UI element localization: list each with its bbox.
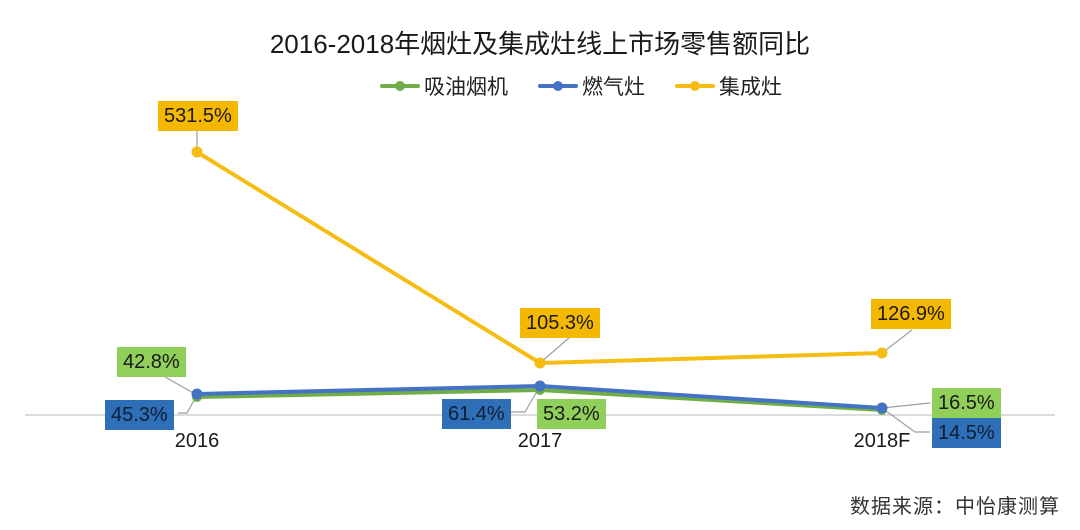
data-label: 126.9%	[871, 299, 951, 329]
legend-label: 吸油烟机	[424, 76, 508, 99]
x-tick-label: 2017	[517, 430, 563, 452]
line-marker-icon	[380, 81, 420, 91]
source-note: 数据来源：中怡康测算	[850, 496, 1060, 518]
legend-label: 燃气灶	[582, 76, 645, 99]
legend-item-gas-stove: 燃气灶	[538, 71, 645, 101]
data-label: 16.5%	[932, 388, 1001, 418]
x-tick-label: 2016	[174, 430, 220, 452]
data-label: 14.5%	[932, 418, 1001, 448]
legend-label: 集成灶	[719, 76, 782, 99]
chart-title: 2016-2018年烟灶及集成灶线上市场零售额同比	[269, 29, 811, 59]
legend-item-range-hood: 吸油烟机	[380, 71, 508, 101]
line-marker-icon	[538, 81, 578, 91]
legend-item-integrated-stove: 集成灶	[675, 71, 782, 101]
data-label: 53.2%	[537, 399, 606, 429]
legend: 吸油烟机 燃气灶 集成灶	[380, 72, 782, 100]
data-label: 61.4%	[442, 399, 511, 429]
data-label: 105.3%	[520, 308, 600, 338]
data-label: 45.3%	[105, 400, 174, 430]
x-tick-label: 2018F	[853, 430, 911, 452]
data-markers	[191, 146, 888, 415]
data-label: 531.5%	[158, 101, 238, 131]
data-label: 42.8%	[117, 347, 186, 377]
line-marker-icon	[675, 81, 715, 91]
